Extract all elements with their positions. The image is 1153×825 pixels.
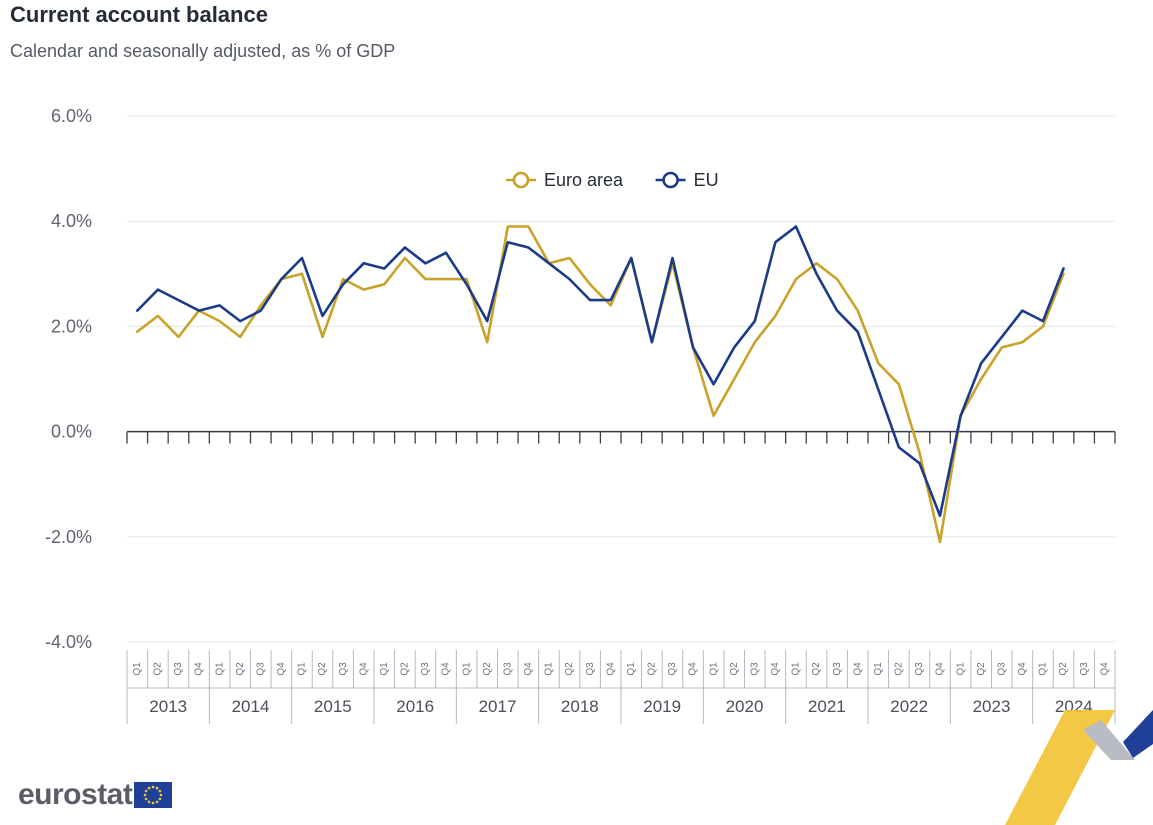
gridlines [127,115,1115,643]
flag-star [156,786,159,790]
eurostat-logo: eurostat [18,778,173,812]
quarter-label: Q1 [461,662,472,676]
quarter-label: Q2 [1058,662,1069,676]
quarter-label: Q4 [605,662,616,676]
quarter-label: Q2 [647,662,658,676]
quarter-label: Q3 [502,662,513,676]
y-tick-label: 4.0% [51,211,92,231]
quarter-label: Q1 [379,662,390,676]
quarter-label: Q3 [173,662,184,676]
legend-marker-icon [662,171,679,189]
series-line-euro-area [136,225,1065,544]
quarter-label: Q4 [358,662,369,676]
quarter-label: Q2 [811,662,822,676]
quarter-label: Q4 [688,662,699,676]
series-lines [136,225,1065,544]
corner-decoration [1005,710,1153,825]
year-label: 2023 [973,697,1011,716]
legend-item-euro-area[interactable]: Euro area [506,170,624,190]
quarter-label: Q3 [749,662,760,676]
quarter-label: Q2 [564,662,575,676]
quarter-label: Q2 [894,662,905,676]
chart-subtitle: Calendar and seasonally adjusted, as % o… [10,41,396,61]
quarter-label: Q4 [1017,662,1028,676]
quarter-label: Q4 [935,662,946,676]
quarter-label: Q1 [791,662,802,676]
flag-star [148,786,151,790]
quarter-label: Q2 [153,662,164,676]
flag-star [145,797,148,801]
y-tick-label: -2.0% [45,527,92,547]
quarter-label: Q3 [585,662,596,676]
quarter-label: Q1 [544,662,555,676]
flag-star [152,801,155,805]
y-tick-label: 0.0% [51,422,92,442]
y-tick-label: 6.0% [51,106,92,126]
quarter-label: Q3 [914,662,925,676]
quarter-label: Q3 [1079,662,1090,676]
quarter-label: Q2 [482,662,493,676]
quarter-label: Q4 [1099,662,1110,676]
chart-title: Current account balance [10,2,268,27]
quarter-label: Q3 [996,662,1007,676]
quarter-label: Q2 [976,662,987,676]
year-label: 2015 [314,697,352,716]
line-chart: 6.0%4.0%2.0%0.0%-2.0%-4.0% Q1 Q2 Q3 Q4 Q1 Q2 Q… [45,106,1116,724]
year-label: 2022 [890,697,928,716]
quarter-label: Q1 [873,662,884,676]
flag-star [148,800,151,804]
year-label: 2018 [561,697,599,716]
year-label: 2014 [232,697,270,716]
quarter-label: Q3 [420,662,431,676]
quarter-label: Q4 [770,662,781,676]
eu-flag-icon [134,782,173,808]
x-axis: Q1 Q2 Q3 Q4 Q1 Q2 Q3 Q4 Q1 Q2 Q3 Q4 Q1 Q2 Q3 Q4 Q1 Q2 Q3 Q4… [126,430,1116,724]
y-tick-label: -4.0% [45,632,92,652]
flag-star [145,789,148,793]
flag-star [158,789,162,793]
flag-star [152,785,155,789]
quarter-label: Q4 [441,662,452,676]
quarter-label: Q2 [317,662,328,676]
y-axis: 6.0% 4.0% 2.0% 0.0% -2.0% -4.0% [45,106,92,652]
flag-star [144,793,147,797]
year-label: 2020 [726,697,764,716]
legend-marker-icon [512,171,530,189]
quarter-label: Q2 [729,662,740,676]
legend-item-eu[interactable]: EU [655,170,719,190]
year-label: 2017 [479,697,517,716]
y-tick-label: 2.0% [51,316,92,336]
logo-text: eurostat [18,778,133,811]
quarter-label: Q3 [338,662,349,676]
quarter-label: Q3 [255,662,266,676]
quarter-label: Q1 [132,662,143,676]
quarter-label: Q3 [667,662,678,676]
quarter-label: Q4 [194,662,205,676]
quarter-label: Q4 [276,662,287,676]
series-line-eu [136,225,1065,518]
year-label: 2016 [396,697,434,716]
flag-star [160,793,163,797]
quarter-label: Q1 [955,662,966,676]
legend-label: EU [694,170,719,190]
quarter-label: Q1 [708,662,719,676]
quarter-label: Q1 [214,662,225,676]
flag-star [156,800,159,804]
quarter-label: Q2 [400,662,411,676]
legend[interactable]: Euro area EU [506,170,719,190]
year-label: 2021 [808,697,846,716]
quarter-label: Q4 [523,662,534,676]
year-label: 2019 [643,697,681,716]
year-label: 2013 [149,697,187,716]
quarter-label: Q4 [852,662,863,676]
flag-star [158,797,162,801]
legend-label: Euro area [544,170,624,190]
quarter-label: Q1 [1038,662,1049,676]
quarter-label: Q3 [832,662,843,676]
quarter-label: Q1 [297,662,308,676]
quarter-label: Q1 [626,662,637,676]
quarter-label: Q2 [235,662,246,676]
